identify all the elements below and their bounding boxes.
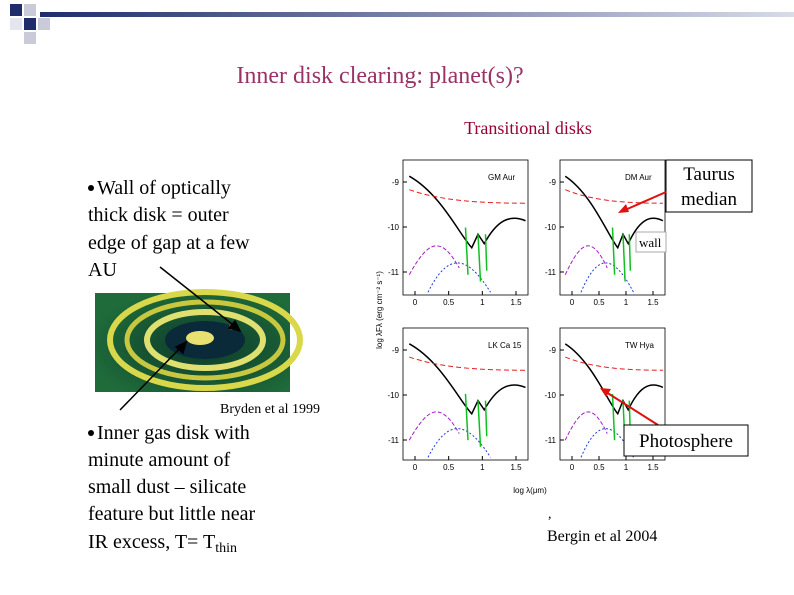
x-tick-label: 1 <box>480 463 485 472</box>
x-tick-label: 0 <box>413 463 418 472</box>
panel-label: GM Aur <box>488 173 515 182</box>
model-curve <box>564 175 664 250</box>
x-tick-label: 1 <box>624 463 629 472</box>
silicate <box>464 227 488 282</box>
y-tick-label: -9 <box>549 346 557 355</box>
x-tick-label: 0 <box>570 463 575 472</box>
panel-label: TW Hya <box>625 341 654 350</box>
y-tick-label: -11 <box>388 268 400 277</box>
y-tick-label: -10 <box>544 223 556 232</box>
y-tick-label: -9 <box>549 178 557 187</box>
subscript: thin <box>215 541 237 556</box>
x-axis-label: log λ(μm) <box>513 486 547 495</box>
x-tick-label: 0.5 <box>593 463 605 472</box>
sed-panel: GM Aur -9 -10 -11 0 0.5 1 1.5 <box>387 159 529 307</box>
dust-curve <box>427 262 491 293</box>
y-tick-label: -10 <box>544 391 556 400</box>
sed-panel: LK Ca 15 -9 -10 -11 0 0.5 1 1.5 <box>387 327 529 472</box>
sed-panel: DM Aur -9 -10 -11 0 0.5 1 1.5 <box>544 159 666 307</box>
taurus-callout: Taurus median <box>618 159 753 213</box>
median-curve <box>565 356 663 371</box>
footnote-mark: , <box>548 507 552 522</box>
bullet-line: feature but little near <box>88 503 255 525</box>
bullet-line: Inner gas disk with <box>97 422 250 444</box>
image-caption: Bryden et al 1999 <box>220 402 320 417</box>
silicate <box>464 393 488 447</box>
callout-text: Taurus <box>683 164 734 185</box>
bullet-2: Inner gas disk with minute amount of sma… <box>88 422 255 556</box>
median-curve <box>565 189 663 204</box>
y-tick-label: -11 <box>388 436 400 445</box>
x-tick-label: 1.5 <box>647 298 659 307</box>
wall-callout: wall <box>635 231 667 253</box>
callout-text: median <box>681 189 737 210</box>
x-tick-label: 0 <box>570 298 575 307</box>
bullet-line: AU <box>88 259 117 281</box>
panel-label: DM Aur <box>625 173 652 182</box>
gas-curve <box>564 245 608 275</box>
bullet-line: edge of gap at a few <box>88 232 250 254</box>
x-tick-label: 0 <box>413 298 418 307</box>
gas-curve <box>408 411 460 441</box>
median-curve <box>409 356 526 371</box>
x-tick-label: 0.5 <box>443 463 455 472</box>
x-tick-label: 0.5 <box>593 298 605 307</box>
title: Inner disk clearing: planet(s)? <box>236 63 523 89</box>
bullet-text: IR excess, T= T <box>88 531 215 553</box>
dust-curve <box>580 262 634 293</box>
disk-image <box>95 289 303 392</box>
decoration <box>10 4 794 44</box>
x-tick-label: 1 <box>624 298 629 307</box>
bullet-line: thick disk = outer <box>88 204 229 226</box>
x-tick-label: 1.5 <box>647 463 659 472</box>
x-tick-label: 1.5 <box>510 463 522 472</box>
panel-label: LK Ca 15 <box>488 341 522 350</box>
callout-text: wall <box>639 235 662 250</box>
gas-curve <box>408 245 460 275</box>
model-curve <box>564 343 664 416</box>
bullet-1: Wall of optically thick disk = outer edg… <box>88 177 250 281</box>
photosphere-callout: Photosphere <box>600 388 749 457</box>
bullet-line: Wall of optically <box>97 177 231 199</box>
bullet-line: IR excess, T= Tthin <box>88 531 237 556</box>
x-tick-label: 1 <box>480 298 485 307</box>
subtitle: Transitional disks <box>464 118 592 138</box>
y-axis-label: log λFλ (erg cm⁻² s⁻¹) <box>375 271 384 349</box>
callout-text: Photosphere <box>639 431 733 452</box>
y-tick-label: -9 <box>392 178 400 187</box>
silicate <box>611 227 632 282</box>
y-tick-label: -10 <box>387 391 399 400</box>
bullet-dot <box>88 185 94 191</box>
bullet-dot <box>88 430 94 436</box>
bullet-line: small dust – silicate <box>88 476 246 498</box>
x-tick-label: 0.5 <box>443 298 455 307</box>
y-tick-label: -11 <box>545 436 557 445</box>
median-curve <box>409 189 526 204</box>
y-tick-label: -11 <box>545 268 557 277</box>
pointer-arrows <box>119 266 242 411</box>
y-tick-label: -10 <box>387 223 399 232</box>
x-tick-label: 1.5 <box>510 298 522 307</box>
gas-curve <box>564 411 608 441</box>
citation: Bergin et al 2004 <box>547 528 657 545</box>
y-tick-label: -9 <box>392 346 400 355</box>
bullet-line: minute amount of <box>88 449 231 471</box>
